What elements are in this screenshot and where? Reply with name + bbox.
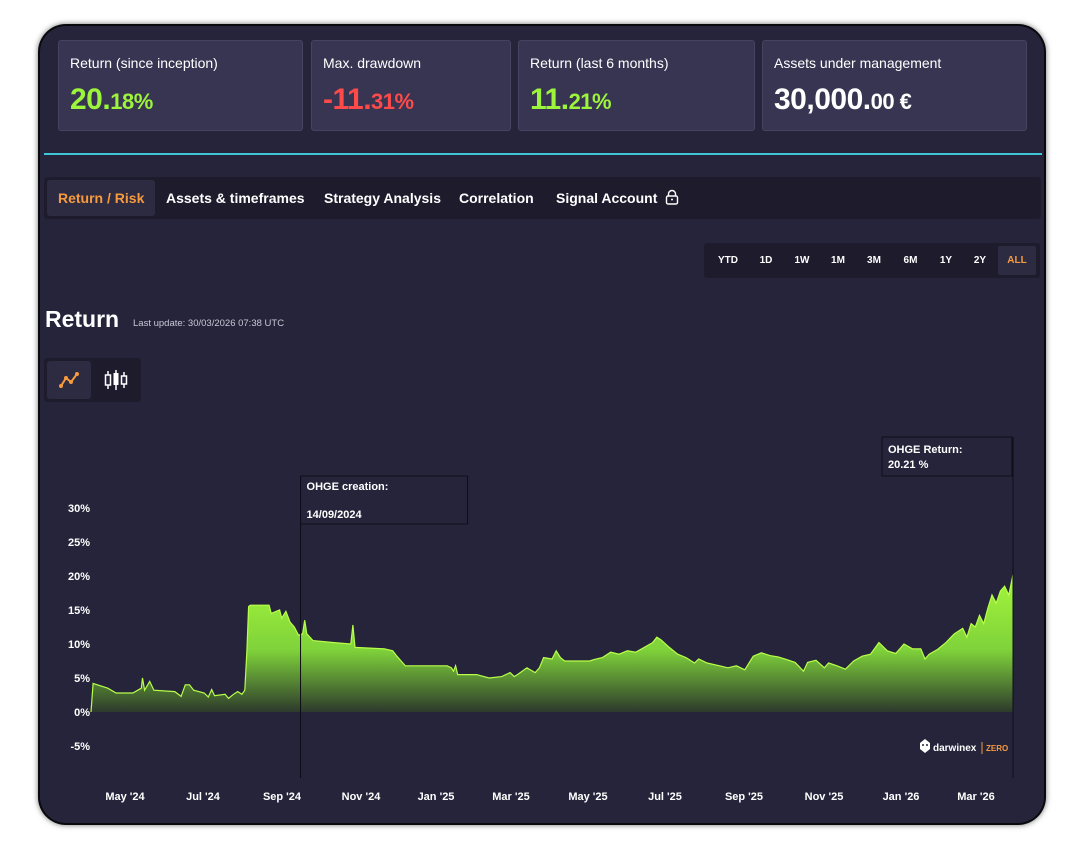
annotation-value: 14/09/2024 <box>307 509 363 521</box>
stat-value-int: 30,000. <box>774 83 871 116</box>
x-tick-label: Jul '25 <box>648 791 682 803</box>
range-1m[interactable]: 1M <box>831 255 845 266</box>
tab-assets-timeframes[interactable]: Assets & timeframes <box>166 190 305 206</box>
return-line <box>90 574 1014 713</box>
candlestick-icon <box>104 370 128 390</box>
darwinex-logo-icon <box>920 739 930 753</box>
line-chart-button[interactable] <box>47 361 91 399</box>
stat-label: Max. drawdown <box>323 55 422 71</box>
stat-label: Return (since inception) <box>70 55 218 71</box>
x-tick-label: Mar '25 <box>492 791 529 803</box>
stat-card-max-drawdown: Max. drawdown -11.31% <box>311 40 511 131</box>
lock-icon <box>666 189 679 205</box>
brand-watermark: darwinex ZERO <box>920 739 1008 754</box>
dashboard-panel: Return (since inception) 20.18% Max. dra… <box>40 26 1044 823</box>
stat-card-aum: Assets under management 30,000.00 € <box>762 40 1027 131</box>
x-tick-label: Nov '24 <box>342 791 382 803</box>
x-tick-label: May '24 <box>105 791 145 803</box>
stat-value-dec: 18% <box>110 89 153 114</box>
chart-type-toggle <box>44 358 141 402</box>
stat-label: Return (last 6 months) <box>530 55 669 71</box>
tab-strategy-analysis[interactable]: Strategy Analysis <box>324 190 441 206</box>
stat-value: -11.31% <box>323 83 414 117</box>
range-1y[interactable]: 1Y <box>939 255 953 266</box>
y-tick-label: 5% <box>74 673 90 685</box>
range-ytd[interactable]: YTD <box>718 255 738 266</box>
x-tick-label: Sep '24 <box>263 791 302 803</box>
range-6m[interactable]: 6M <box>903 255 918 266</box>
stat-value-int: -11. <box>323 83 372 116</box>
brand-tag: ZERO <box>986 744 1008 753</box>
tab-bar: Return / Risk Assets & timeframes Strate… <box>44 177 1041 219</box>
x-tick-label: Jul '24 <box>186 791 221 803</box>
range-3m[interactable]: 3M <box>867 255 881 266</box>
range-2y[interactable]: 2Y <box>973 255 987 266</box>
return-area <box>91 574 1013 712</box>
y-tick-label: 15% <box>68 605 90 617</box>
annotation-box <box>881 436 1013 477</box>
x-tick-label: Nov '25 <box>805 791 844 803</box>
stat-value-dec: 00 € <box>870 89 912 114</box>
annotation-label: OHGE creation: <box>307 481 389 493</box>
y-tick-label: 0% <box>74 707 90 719</box>
annotation-box <box>300 475 469 525</box>
y-tick-label: 10% <box>68 639 90 651</box>
return-chart: 30% 25% 20% 15% 10% 5% 0% -5% May '24 Jul '24 Sep… <box>68 436 1014 803</box>
tab-signal-account[interactable]: Signal Account <box>556 177 679 219</box>
stat-value-dec: 31% <box>371 89 414 114</box>
range-all[interactable]: ALL <box>998 246 1036 275</box>
stat-value: 20.18% <box>70 83 153 117</box>
range-1w[interactable]: 1W <box>794 255 810 266</box>
stat-card-return-6m: Return (last 6 months) 11.21% <box>518 40 755 131</box>
tab-signal-account-label: Signal Account <box>556 190 658 206</box>
y-tick-label: 25% <box>68 537 90 549</box>
range-1d[interactable]: 1D <box>759 255 773 266</box>
x-tick-label: May '25 <box>568 791 607 803</box>
x-tick-label: Jan '25 <box>418 791 455 803</box>
section-title: Return <box>45 306 120 332</box>
y-tick-label: -5% <box>70 741 90 753</box>
stat-value: 11.21% <box>530 83 612 117</box>
tab-correlation[interactable]: Correlation <box>459 190 534 206</box>
x-tick-label: Sep '25 <box>725 791 763 803</box>
candlestick-chart-button[interactable] <box>94 361 138 399</box>
y-tick-label: 20% <box>68 571 90 583</box>
stat-value-dec: 21% <box>568 89 612 114</box>
stat-value-int: 11. <box>530 83 569 116</box>
y-tick-label: 30% <box>68 503 90 515</box>
time-range-selector: YTD 1D 1W 1M 3M 6M 1Y 2Y ALL <box>704 243 1040 278</box>
annotation-label: OHGE Return: <box>888 444 963 456</box>
stat-label: Assets under management <box>774 55 942 71</box>
annotation-value: 20.21 % <box>888 459 929 471</box>
stat-value-int: 20. <box>70 83 111 116</box>
section-divider <box>44 153 1042 155</box>
stat-card-return-inception: Return (since inception) 20.18% <box>58 40 303 131</box>
brand-name: darwinex <box>933 743 977 754</box>
stat-value: 30,000.00 € <box>774 83 912 117</box>
x-tick-label: Mar '26 <box>957 791 994 803</box>
line-chart-icon <box>59 372 79 388</box>
tab-return-risk[interactable]: Return / Risk <box>47 180 156 216</box>
x-tick-label: Jan '26 <box>883 791 920 803</box>
last-update: Last update: 30/03/2026 07:38 UTC <box>133 318 285 329</box>
